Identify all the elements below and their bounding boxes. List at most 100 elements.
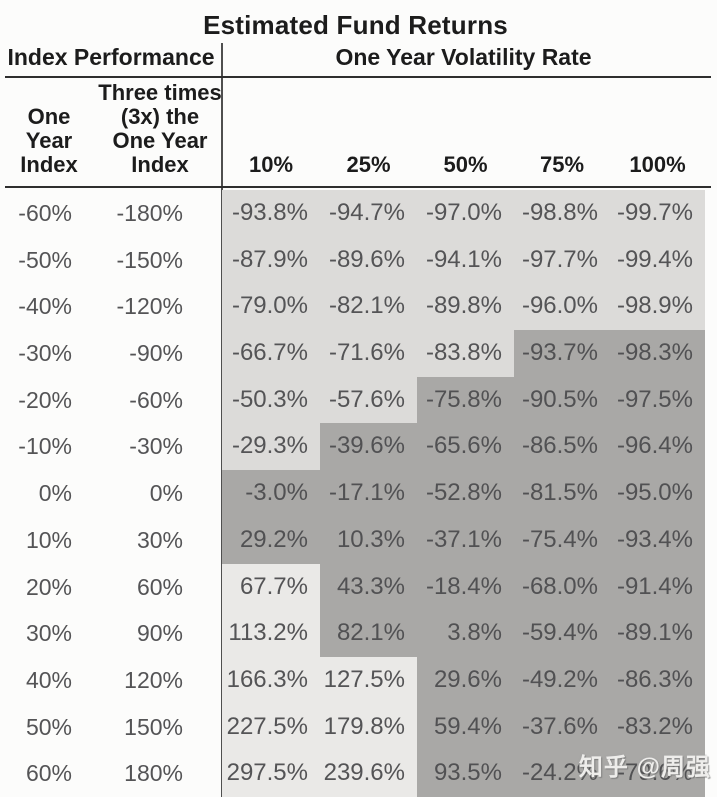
index-return-cell: 50% <box>25 713 72 740</box>
triple-index-return-cell: -150% <box>116 246 183 273</box>
table-row: -60% -180% -93.8% -94.7% -97.0% -98.8% -99.7% <box>0 190 705 237</box>
fund-return-cell: -98.8% <box>514 190 610 237</box>
fund-return-cell: 179.8% <box>320 703 417 751</box>
triple-index-return-cell: 150% <box>124 713 183 740</box>
table-row: 40% 120% 166.3% 127.5% 29.6% -49.2% -86.3% <box>0 656 705 704</box>
fund-return-cell: -82.1% <box>320 283 417 331</box>
table-row: 10% 30% 29.2% 10.3% -37.1% -75.4% -93.4% <box>0 516 705 564</box>
fund-return-cell: 29.2% <box>222 516 320 564</box>
fund-return-cell: -99.7% <box>610 190 705 237</box>
fund-return-cell: -50.3% <box>222 376 320 424</box>
table-row: 50% 150% 227.5% 179.8% 59.4% -37.6% -83.2% <box>0 703 705 751</box>
watermark: 知乎 @周强 <box>578 754 711 781</box>
index-return-cell: -50% <box>18 246 72 273</box>
table-row: 30% 90% 113.2% 82.1% 3.8% -59.4% -89.1% <box>0 610 705 657</box>
fund-return-cell: -68.0% <box>514 563 610 611</box>
index-return-cell: 60% <box>25 760 72 787</box>
index-return-cell: 0% <box>38 480 72 507</box>
fund-return-cell: -79.6% <box>610 750 705 797</box>
fund-return-cell: 10.3% <box>320 516 417 564</box>
fund-return-cell: -97.7% <box>514 236 610 284</box>
fund-return-cell: -87.9% <box>222 236 320 284</box>
fund-return-cell: 297.5% <box>222 750 320 797</box>
fund-return-cell: 82.1% <box>320 610 417 657</box>
header-rule-top <box>5 76 711 78</box>
three-times-index-column-header: Three times (3x) the One Year Index <box>98 80 222 177</box>
fund-return-cell: -71.6% <box>320 330 417 377</box>
fund-return-cell: -79.0% <box>222 283 320 331</box>
fund-return-cell: 113.2% <box>222 610 320 657</box>
table-body: -60% -180% -93.8% -94.7% -97.0% -98.8% -99.7% -… <box>0 190 705 797</box>
fund-return-cell: -86.3% <box>610 656 705 704</box>
fund-return-cell: -99.4% <box>610 236 705 284</box>
fund-return-cell: 3.8% <box>417 610 514 657</box>
fund-return-cell: -94.7% <box>320 190 417 237</box>
fund-return-cell: -57.6% <box>320 376 417 424</box>
triple-index-return-cell: 120% <box>124 666 183 693</box>
triple-index-return-cell: -120% <box>116 293 183 320</box>
volatility-header-25: 25% <box>346 152 391 177</box>
fund-return-cell: -24.2% <box>514 750 610 797</box>
table-row: -10% -30% -29.3% -39.6% -65.6% -86.5% -96.4% <box>0 423 705 471</box>
one-year-index-column-header: One Year Index <box>20 104 78 177</box>
fund-return-cell: -91.4% <box>610 563 705 611</box>
index-return-cell: 10% <box>25 526 72 553</box>
fund-return-cell: -93.7% <box>514 330 610 377</box>
fund-return-cell: 43.3% <box>320 563 417 611</box>
fund-return-cell: -65.6% <box>417 423 514 471</box>
triple-index-return-cell: 180% <box>124 760 183 787</box>
fund-return-cell: 67.7% <box>222 563 320 611</box>
index-return-cell: -40% <box>18 293 72 320</box>
fund-return-cell: -96.0% <box>514 283 610 331</box>
fund-return-cell: -66.7% <box>222 330 320 377</box>
fund-return-cell: -97.0% <box>417 190 514 237</box>
fund-return-cell: -81.5% <box>514 470 610 517</box>
fund-return-cell: 29.6% <box>417 656 514 704</box>
fund-return-cell: 166.3% <box>222 656 320 704</box>
fund-return-cell: 227.5% <box>222 703 320 751</box>
triple-index-return-cell: -60% <box>129 386 183 413</box>
fund-return-cell: -75.8% <box>417 376 514 424</box>
fund-return-cell: -39.6% <box>320 423 417 471</box>
triple-index-return-cell: 90% <box>136 620 183 647</box>
volatility-header-100: 100% <box>629 152 686 177</box>
fund-return-cell: 239.6% <box>320 750 417 797</box>
fund-return-cell: -89.6% <box>320 236 417 284</box>
fund-return-cell: -86.5% <box>514 423 610 471</box>
fund-return-cell: -37.1% <box>417 516 514 564</box>
fund-return-cell: -97.5% <box>610 376 705 424</box>
volatility-header-75: 75% <box>539 152 585 177</box>
fund-return-cell: -93.8% <box>222 190 320 237</box>
fund-return-cell: -89.8% <box>417 283 514 331</box>
fund-return-cell: -95.0% <box>610 470 705 517</box>
triple-index-return-cell: 0% <box>149 480 183 507</box>
index-return-cell: -10% <box>18 433 72 460</box>
index-return-cell: 30% <box>25 620 72 647</box>
fund-return-cell: -52.8% <box>417 470 514 517</box>
fund-return-cell: -93.4% <box>610 516 705 564</box>
fund-return-cell: -98.9% <box>610 283 705 331</box>
table-row: -20% -60% -50.3% -57.6% -75.8% -90.5% -97.5% <box>0 376 705 424</box>
header-rule-bottom <box>5 186 711 188</box>
group-header-row: Index Performance One Year Volatility Ra… <box>0 44 705 76</box>
fund-return-cell: -3.0% <box>222 470 320 517</box>
table-row: -50% -150% -87.9% -89.6% -94.1% -97.7% -99.4% <box>0 236 705 284</box>
fund-return-cell: -90.5% <box>514 376 610 424</box>
index-return-cell: 40% <box>25 666 72 693</box>
table-row: 60% 180% 297.5% 239.6% 93.5% -24.2% -79.6% <box>0 750 705 797</box>
volatility-header-50: 50% <box>443 152 488 177</box>
subheader-row: One Year Index Three times (3x) the One … <box>0 78 705 186</box>
fund-return-cell: -29.3% <box>222 423 320 471</box>
table-row: -30% -90% -66.7% -71.6% -83.8% -93.7% -98.3% <box>0 330 705 377</box>
fund-return-cell: -83.2% <box>610 703 705 751</box>
fund-return-cell: -17.1% <box>320 470 417 517</box>
fund-return-cell: -37.6% <box>514 703 610 751</box>
index-return-cell: -30% <box>18 340 72 367</box>
volatility-rate-header: One Year Volatility Rate <box>335 44 592 70</box>
triple-index-return-cell: 30% <box>136 526 183 553</box>
fund-return-cell: -94.1% <box>417 236 514 284</box>
fund-return-cell: -98.3% <box>610 330 705 377</box>
fund-return-cell: 59.4% <box>417 703 514 751</box>
volatility-header-10: 10% <box>248 152 294 177</box>
table-row: 0% 0% -3.0% -17.1% -52.8% -81.5% -95.0% <box>0 470 705 517</box>
